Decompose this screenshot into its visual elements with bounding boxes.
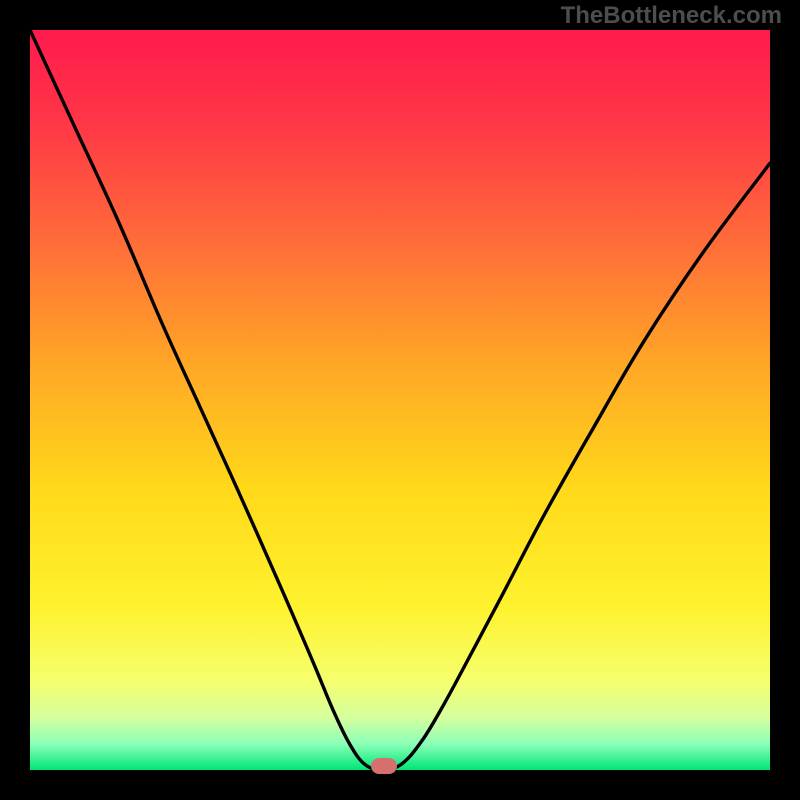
target-marker (371, 758, 397, 774)
watermark-text: TheBottleneck.com (561, 2, 782, 30)
bottleneck-curve (30, 30, 770, 770)
plot-area (30, 30, 770, 770)
